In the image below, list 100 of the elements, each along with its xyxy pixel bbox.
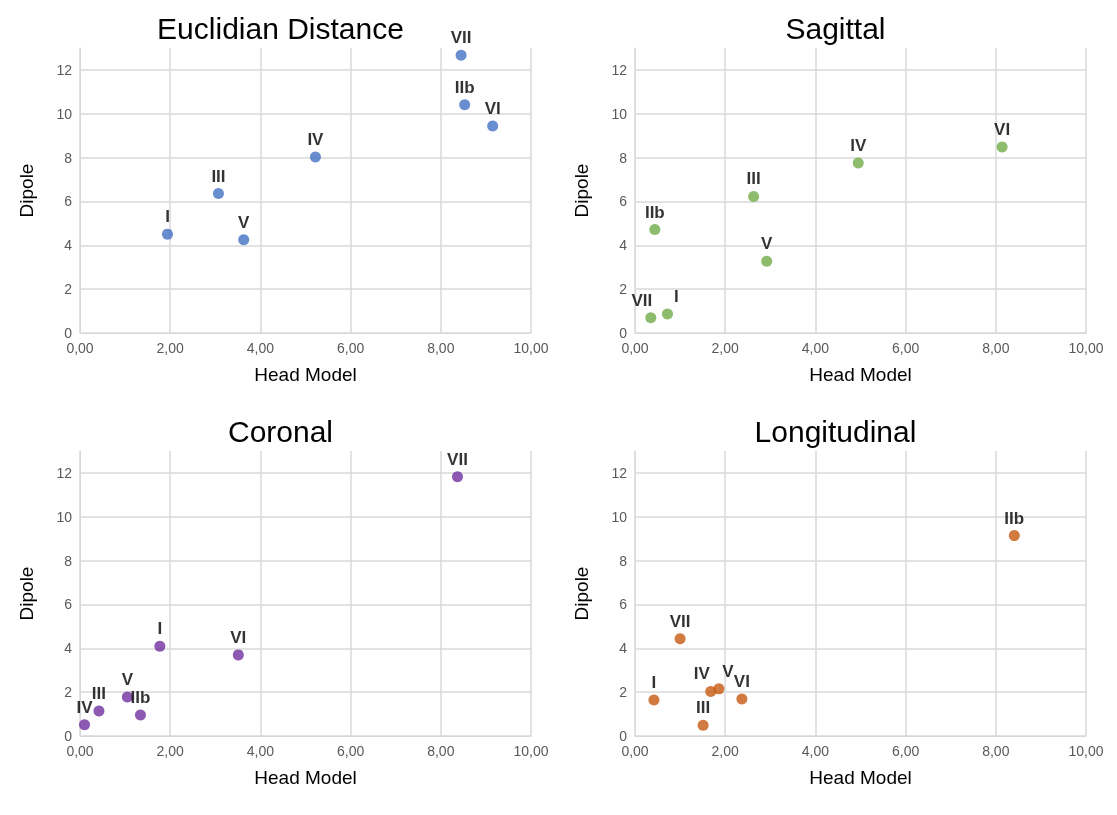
point [232, 649, 244, 661]
y-tick-label: 6 [619, 193, 628, 210]
point [459, 99, 471, 111]
y-tick-label: 10 [611, 105, 628, 122]
annotation: V [238, 212, 251, 232]
annotation: I [165, 207, 170, 227]
point [93, 705, 105, 717]
annotation: IV [850, 136, 867, 156]
annotation: V [121, 669, 134, 689]
point [748, 190, 760, 202]
annotation: IV [76, 697, 94, 717]
point [649, 224, 661, 236]
x-tick-label: 6,00 [336, 743, 365, 759]
point [309, 151, 321, 163]
annotation: I [674, 286, 679, 306]
point [1008, 530, 1020, 542]
x-tick-label: 10,00 [1068, 743, 1104, 759]
x-tick-label: 2,00 [711, 340, 740, 356]
y-tick-label: 8 [64, 552, 73, 569]
annotation: VII [669, 611, 691, 631]
annotation: V [722, 661, 735, 681]
y-tick-label: 0 [64, 325, 73, 341]
point [162, 228, 173, 240]
annotation: IIb [1004, 508, 1025, 528]
chart-title: Euclidian Distance [157, 11, 404, 45]
x-tick-label: 6,00 [891, 340, 920, 356]
annotation: VII [631, 290, 653, 310]
y-axis-title: Dipole [16, 163, 37, 218]
x-tick-label: 2,00 [156, 743, 185, 759]
annotation: I [651, 673, 657, 693]
y-tick-label: 4 [64, 237, 73, 254]
x-tick-label: 6,00 [891, 743, 920, 759]
y-axis-title: Dipole [571, 566, 592, 621]
y-tick-label: 4 [64, 640, 73, 657]
x-tick-label: 0,00 [621, 340, 649, 356]
point [455, 49, 467, 61]
annotation: IIb [130, 687, 151, 707]
chart-title: Coronal [227, 414, 334, 448]
annotation: V [761, 234, 774, 254]
point [697, 719, 709, 731]
annotation: III [746, 169, 761, 189]
x-tick-label: 10,00 [1068, 340, 1104, 356]
point [134, 709, 146, 721]
annotation: IV [307, 129, 325, 149]
annotation: VI [733, 671, 750, 691]
y-tick-label: 12 [611, 464, 628, 481]
point [713, 683, 725, 695]
annotation: IV [693, 664, 711, 684]
point [736, 693, 748, 705]
point [452, 471, 463, 483]
y-tick-label: 6 [64, 596, 73, 613]
annotation: IIb [454, 77, 475, 97]
x-tick-label: 4,00 [246, 743, 275, 759]
y-tick-label: 4 [619, 237, 628, 254]
y-tick-label: 2 [619, 684, 628, 701]
x-tick-label: 2,00 [711, 743, 740, 759]
y-tick-label: 8 [619, 149, 628, 166]
y-tick-label: 12 [56, 464, 73, 481]
x-tick-label: 4,00 [801, 743, 830, 759]
x-tick-label: 8,00 [982, 340, 1010, 356]
y-tick-label: 2 [619, 281, 628, 298]
annotation: IIb [644, 202, 665, 222]
x-tick-label: 8,00 [427, 743, 455, 759]
y-tick-label: 2 [64, 684, 73, 701]
chart-title: Longitudinal [754, 414, 917, 448]
point [645, 312, 657, 324]
point [674, 633, 686, 645]
x-axis-title: Head Model [254, 364, 357, 385]
point [852, 157, 864, 169]
point [996, 141, 1008, 153]
annotation: VI [230, 627, 247, 647]
point [661, 308, 673, 320]
y-axis-title: Dipole [571, 163, 592, 218]
y-tick-label: 10 [611, 508, 628, 525]
point [238, 234, 250, 246]
y-axis-title: Dipole [16, 566, 37, 621]
y-tick-label: 6 [64, 193, 73, 210]
x-axis-title: Head Model [254, 767, 357, 788]
y-tick-label: 4 [619, 640, 628, 657]
point [79, 719, 91, 731]
x-tick-label: 8,00 [982, 743, 1010, 759]
y-tick-label: 0 [64, 728, 73, 744]
annotation: VI [994, 120, 1011, 140]
point [648, 694, 660, 706]
x-tick-label: 4,00 [801, 340, 830, 356]
x-tick-label: 6,00 [336, 340, 365, 356]
x-tick-label: 0,00 [66, 743, 94, 759]
annotation: I [157, 619, 163, 639]
x-tick-label: 10,00 [513, 340, 549, 356]
y-tick-label: 10 [56, 508, 73, 525]
point [487, 120, 499, 132]
annotation: VI [484, 99, 501, 119]
chart-title: Sagittal [785, 11, 886, 45]
y-tick-label: 8 [619, 552, 628, 569]
point [154, 640, 166, 652]
x-tick-label: 8,00 [427, 340, 455, 356]
y-tick-label: 2 [64, 281, 73, 298]
annotation: VII [447, 449, 468, 469]
x-tick-label: 10,00 [513, 743, 549, 759]
annotation: VII [450, 28, 472, 48]
